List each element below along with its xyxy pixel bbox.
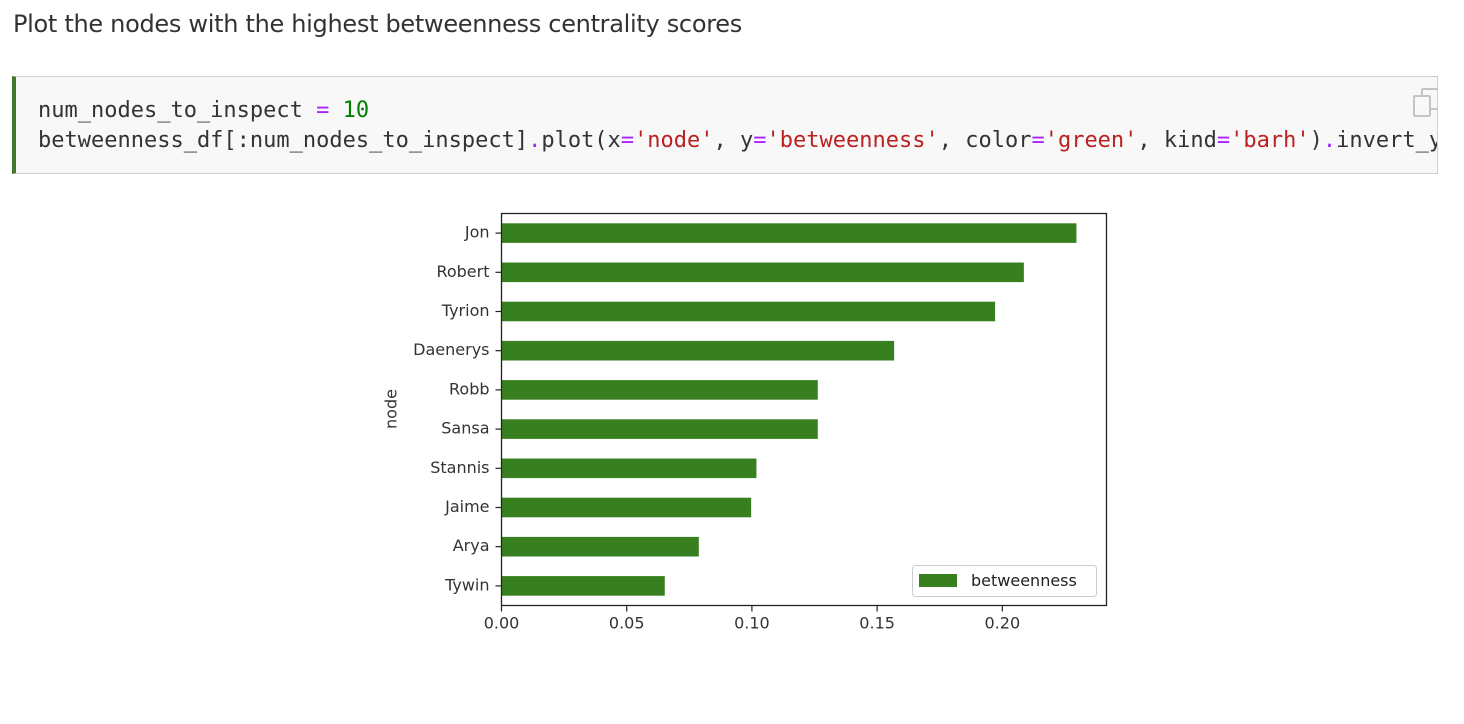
code-token: betweenness_df[:num_nodes_to_inspect] xyxy=(38,128,529,153)
legend-box xyxy=(912,565,1097,597)
code-token: = xyxy=(753,128,767,153)
y-tick-label: Sansa xyxy=(441,419,489,438)
bar-tywin xyxy=(501,576,665,596)
code-token: 'green' xyxy=(1044,128,1138,153)
code-token: = xyxy=(316,98,330,123)
code-token: invert_yaxis() xyxy=(1336,128,1437,153)
bar-arya xyxy=(501,536,699,557)
legend-label: betweenness xyxy=(971,571,1077,590)
bar-robert xyxy=(501,262,1024,283)
code-line-1: num_nodes_to_inspect = 10 xyxy=(38,98,369,123)
bar-sansa xyxy=(501,419,818,439)
bar-tyrion xyxy=(501,301,996,322)
y-tick-label: Robert xyxy=(436,262,489,281)
code-token: = xyxy=(1031,128,1045,153)
code-token: = xyxy=(620,128,635,153)
bar-stannis xyxy=(501,458,757,479)
y-tick-label: Arya xyxy=(453,536,490,555)
bar-jon xyxy=(501,223,1077,243)
y-tick-label: Tywin xyxy=(444,575,489,594)
code-token: , kind xyxy=(1137,128,1217,153)
code-token: num_nodes_to_inspect xyxy=(38,98,317,123)
x-tick-label: 0.05 xyxy=(609,614,645,633)
y-tick-label: Stannis xyxy=(430,458,489,477)
cell-heading: Plot the nodes with the highest betweenn… xyxy=(13,10,742,38)
code-token: . xyxy=(528,128,542,153)
y-tick-label: Daenerys xyxy=(413,340,489,359)
chart-legend: betweenness xyxy=(912,565,1097,597)
bar-robb xyxy=(501,380,818,400)
y-tick-label: Tyrion xyxy=(441,301,490,320)
code-cell[interactable]: num_nodes_to_inspect = 10 betweenness_df… xyxy=(12,76,1438,174)
x-tick-label: 0.20 xyxy=(985,614,1021,633)
bar-daenerys xyxy=(501,340,895,361)
copy-icon xyxy=(1413,88,1437,117)
plot-frame xyxy=(500,212,1108,607)
code-token: , y xyxy=(713,128,754,153)
code-token: ) xyxy=(1309,128,1323,153)
x-tick-label: 0.00 xyxy=(484,614,520,633)
code-block[interactable]: num_nodes_to_inspect = 10 betweenness_df… xyxy=(38,96,1437,156)
code-token: , color xyxy=(938,128,1032,153)
y-axis-label: node xyxy=(382,389,401,429)
y-tick-label: Jaime xyxy=(444,497,489,516)
code-token: 'barh' xyxy=(1230,128,1310,153)
code-token: 'betweenness' xyxy=(766,128,939,153)
legend-swatch xyxy=(919,574,957,587)
code-line-2: betweenness_df[:num_nodes_to_inspect].pl… xyxy=(38,128,1437,153)
code-token: 10 xyxy=(342,98,370,123)
copy-button[interactable] xyxy=(1409,85,1438,119)
code-token: plot(x xyxy=(541,128,621,153)
bar-jaime xyxy=(501,497,752,518)
code-token: . xyxy=(1322,128,1337,153)
code-token: 'node' xyxy=(634,128,714,153)
code-token: = xyxy=(1216,128,1231,153)
y-tick-label: Jon xyxy=(464,223,490,242)
y-tick-label: Robb xyxy=(449,379,490,398)
x-tick-label: 0.15 xyxy=(859,614,895,633)
x-tick-label: 0.10 xyxy=(734,614,770,633)
